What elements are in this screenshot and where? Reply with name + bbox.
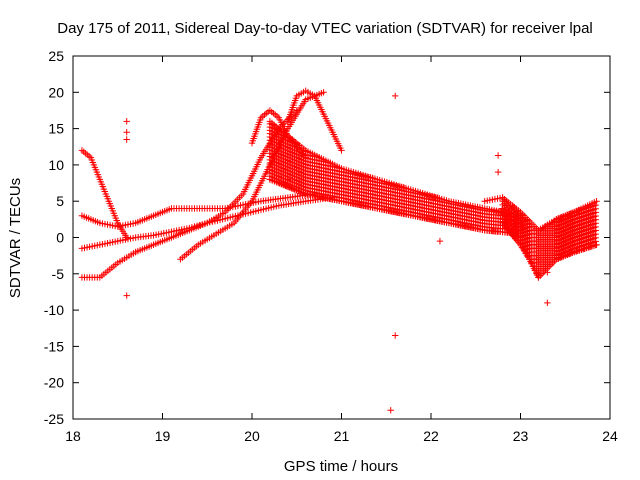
data-point bbox=[400, 184, 408, 191]
y-tick-label: 25 bbox=[48, 48, 64, 64]
y-tick-label: 20 bbox=[48, 84, 64, 100]
y-tick-label: 5 bbox=[56, 193, 64, 209]
x-tick-label: 21 bbox=[334, 428, 350, 444]
x-tick-label: 23 bbox=[513, 428, 529, 444]
series-lower-band-left bbox=[78, 194, 336, 252]
data-point bbox=[387, 407, 394, 414]
data-point bbox=[123, 118, 130, 125]
data-point bbox=[315, 154, 323, 161]
data-point bbox=[327, 159, 334, 167]
series-late-band-fill bbox=[499, 194, 599, 281]
series-descending-band-fill bbox=[266, 120, 524, 238]
data-point bbox=[592, 201, 599, 209]
axis-ticks: 18 19 20 21 22 23 24 -25 -20 -15 -10 -5 0 5 10 15 20 25 bbox=[44, 48, 618, 444]
y-tick-label: 0 bbox=[56, 230, 64, 246]
y-tick-label: -20 bbox=[44, 375, 64, 391]
y-tick-label: -5 bbox=[52, 266, 65, 282]
data-marks bbox=[78, 87, 600, 414]
data-point bbox=[392, 92, 399, 100]
x-tick-label: 22 bbox=[423, 428, 439, 444]
data-point bbox=[436, 237, 444, 245]
data-point bbox=[320, 89, 327, 96]
y-tick-label: 15 bbox=[48, 121, 64, 137]
data-point bbox=[280, 129, 287, 136]
data-point bbox=[289, 136, 296, 143]
data-point bbox=[271, 122, 278, 129]
data-point bbox=[132, 248, 139, 256]
data-point bbox=[533, 227, 540, 234]
data-point bbox=[295, 142, 303, 149]
data-point bbox=[369, 174, 377, 182]
data-point bbox=[434, 194, 441, 202]
x-tick-label: 24 bbox=[602, 428, 618, 444]
series-peak-2 bbox=[284, 87, 345, 154]
y-tick-label: -25 bbox=[44, 411, 64, 427]
series-outliers bbox=[123, 92, 551, 414]
data-point bbox=[123, 292, 130, 299]
y-tick-label: -10 bbox=[44, 302, 64, 318]
y-tick-label: -15 bbox=[44, 338, 64, 354]
data-point bbox=[494, 152, 502, 159]
x-tick-label: 20 bbox=[244, 428, 260, 444]
data-point bbox=[544, 299, 551, 307]
x-axis-title: GPS time / hours bbox=[284, 458, 398, 475]
y-axis-title: SDTVAR / TECUs bbox=[7, 178, 24, 298]
x-tick-label: 19 bbox=[155, 428, 171, 444]
data-point bbox=[338, 165, 345, 172]
y-tick-label: 10 bbox=[48, 157, 64, 173]
x-tick-label: 18 bbox=[65, 428, 81, 444]
chart-title: Day 175 of 2011, Sidereal Day-to-day VTE… bbox=[57, 20, 593, 37]
series-early-descending-arc bbox=[78, 147, 130, 241]
data-point bbox=[123, 129, 130, 136]
data-point bbox=[494, 168, 502, 176]
data-point bbox=[123, 136, 130, 143]
data-point bbox=[338, 147, 345, 154]
data-point bbox=[526, 219, 533, 227]
data-point bbox=[304, 148, 312, 156]
data-point bbox=[593, 198, 600, 205]
data-point bbox=[392, 332, 399, 339]
data-point bbox=[529, 223, 537, 230]
